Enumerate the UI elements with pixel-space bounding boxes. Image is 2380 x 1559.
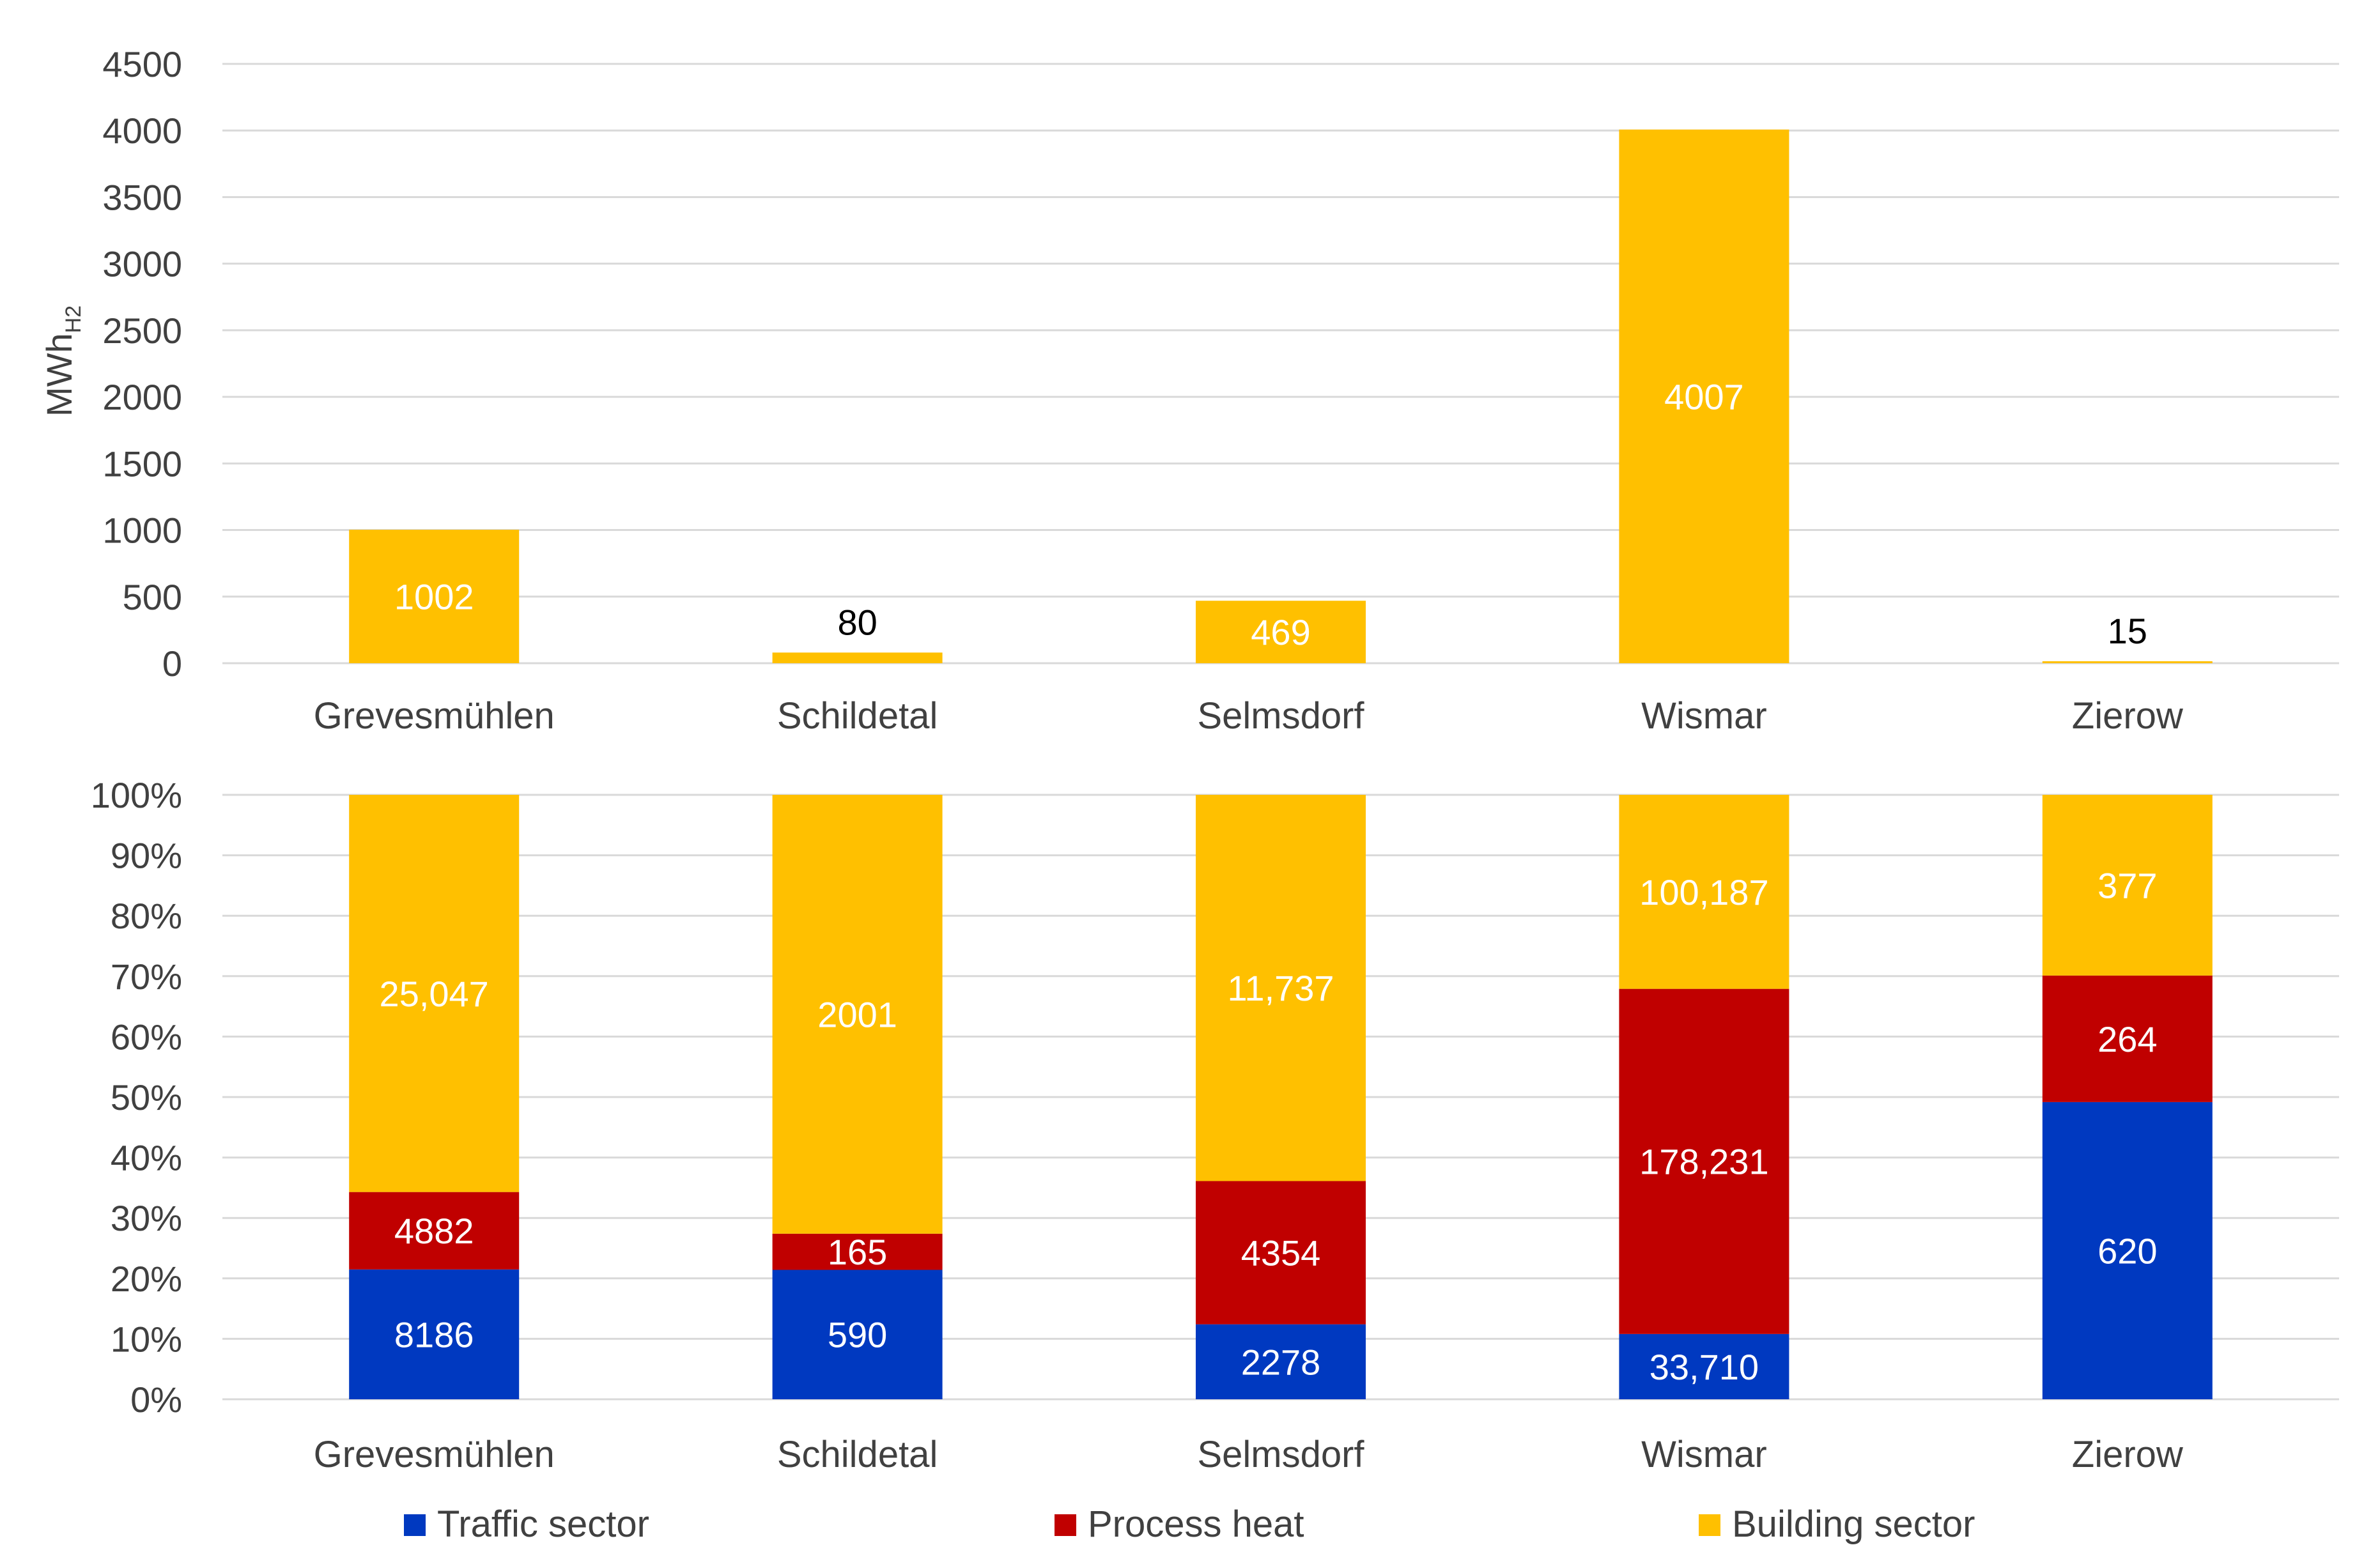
legend-swatch-process bbox=[1055, 1514, 1076, 1536]
bottom-category-label: Selmsdorf bbox=[1197, 1434, 1364, 1475]
top-bar-value-label: 1002 bbox=[394, 577, 474, 617]
bottom-y-tick-label: 80% bbox=[111, 896, 182, 936]
top-y-tick-label: 2500 bbox=[102, 311, 182, 351]
top-y-tick-label: 500 bbox=[123, 577, 182, 617]
top-category-label: Wismar bbox=[1641, 695, 1767, 737]
top-gridlines bbox=[222, 63, 2339, 664]
legend-swatch-building bbox=[1699, 1514, 1720, 1536]
bottom-y-tick-label: 40% bbox=[111, 1138, 182, 1178]
top-category-label: Zierow bbox=[2072, 695, 2184, 737]
top-category-label: Grevesmühlen bbox=[314, 695, 555, 737]
top-y-tick-label: 3500 bbox=[102, 177, 182, 217]
bottom-y-tick-label: 50% bbox=[111, 1077, 182, 1117]
bottom-bar-segment-building bbox=[2042, 795, 2213, 976]
top-y-axis-ticks: 0 500 1000 1500 2000 2500 3000 3500 4000 4500 bbox=[102, 44, 182, 684]
top-y-tick-label: 4500 bbox=[102, 44, 182, 84]
legend-label: Building sector bbox=[1732, 1503, 1975, 1545]
bottom-segment-value-label: 4354 bbox=[1241, 1233, 1321, 1273]
bottom-y-axis-ticks: 0% 10% 20% 30% 40% 50% 60% 70% 80% 90% 100% bbox=[91, 775, 182, 1420]
bottom-bar-segment-traffic bbox=[1619, 1333, 1789, 1399]
top-bar bbox=[1196, 601, 1366, 663]
top-y-tick-label: 4000 bbox=[102, 111, 182, 151]
bottom-y-tick-label: 60% bbox=[111, 1017, 182, 1057]
bottom-category-label: Zierow bbox=[2072, 1434, 2184, 1475]
bottom-stacked-bars: 8186 4882 25,047 590 165 2001 2278 4354 11,737 33… bbox=[349, 795, 2213, 1399]
top-bar-value-label: 80 bbox=[837, 602, 877, 642]
top-bar bbox=[1619, 129, 1789, 663]
bottom-bar-segment-process bbox=[772, 1233, 943, 1270]
legend-swatch-traffic bbox=[404, 1514, 426, 1536]
bottom-y-tick-label: 90% bbox=[111, 836, 182, 876]
bottom-category-label: Wismar bbox=[1641, 1434, 1767, 1475]
bottom-segment-value-label: 264 bbox=[2098, 1019, 2157, 1059]
bottom-segment-value-label: 377 bbox=[2098, 865, 2157, 905]
bottom-bar-segment-building bbox=[349, 795, 520, 1192]
bottom-segment-value-label: 25,047 bbox=[380, 974, 489, 1014]
bottom-y-tick-label: 30% bbox=[111, 1198, 182, 1238]
bottom-bar-segment-traffic bbox=[1196, 1324, 1366, 1399]
top-category-label: Selmsdorf bbox=[1197, 695, 1364, 737]
bottom-bar-segment-process bbox=[2042, 975, 2213, 1102]
bottom-segment-value-label: 165 bbox=[828, 1232, 887, 1272]
bottom-category-label: Grevesmühlen bbox=[314, 1434, 555, 1475]
bottom-segment-value-label: 8186 bbox=[394, 1314, 474, 1355]
top-y-axis-label: MWhH2 bbox=[39, 305, 86, 417]
bottom-segment-value-label: 11,737 bbox=[1227, 968, 1334, 1008]
top-category-labels: Grevesmühlen Schildetal Selmsdorf Wismar Zie… bbox=[314, 695, 2184, 737]
top-y-tick-label: 2000 bbox=[102, 377, 182, 417]
top-bar bbox=[772, 652, 943, 663]
top-category-label: Schildetal bbox=[777, 695, 938, 737]
bottom-bar-segment-building bbox=[1196, 795, 1366, 1181]
legend-label: Traffic sector bbox=[437, 1503, 649, 1545]
top-y-tick-label: 3000 bbox=[102, 244, 182, 284]
bottom-segment-value-label: 4882 bbox=[394, 1211, 474, 1251]
bottom-y-tick-label: 70% bbox=[111, 956, 182, 997]
bottom-bar-segment-traffic bbox=[772, 1270, 943, 1399]
bottom-segment-value-label: 178,231 bbox=[1639, 1142, 1768, 1182]
top-bars: 1002 80 469 4007 15 bbox=[349, 129, 2213, 663]
top-bar-value-label: 4007 bbox=[1664, 376, 1744, 417]
bottom-y-tick-label: 20% bbox=[111, 1259, 182, 1299]
bottom-category-labels: Grevesmühlen Schildetal Selmsdorf Wismar Zie… bbox=[314, 1434, 2184, 1475]
bottom-bar-segment-traffic bbox=[349, 1269, 520, 1399]
top-y-tick-label: 1500 bbox=[102, 443, 182, 484]
legend-label: Process heat bbox=[1088, 1503, 1304, 1545]
bottom-y-tick-label: 0% bbox=[130, 1379, 182, 1420]
top-bar-value-label: 15 bbox=[2108, 611, 2147, 651]
bottom-y-tick-label: 10% bbox=[111, 1319, 182, 1359]
bottom-segment-value-label: 100,187 bbox=[1639, 872, 1768, 912]
top-y-tick-label: 1000 bbox=[102, 511, 182, 551]
bottom-bar-segment-traffic bbox=[2042, 1102, 2213, 1399]
top-bar bbox=[2042, 661, 2213, 663]
bottom-category-label: Schildetal bbox=[777, 1434, 938, 1475]
bottom-y-tick-label: 100% bbox=[91, 775, 182, 815]
bottom-bar-segment-building bbox=[1619, 795, 1789, 989]
bottom-segment-value-label: 590 bbox=[828, 1315, 887, 1355]
bottom-segment-value-label: 2278 bbox=[1241, 1342, 1321, 1382]
legend: Traffic sector Process heat Building secto… bbox=[404, 1503, 1975, 1545]
bottom-bar-segment-process bbox=[1196, 1181, 1366, 1325]
bottom-segment-value-label: 33,710 bbox=[1650, 1347, 1759, 1387]
bottom-bar-segment-process bbox=[1619, 988, 1789, 1334]
bottom-segment-value-label: 2001 bbox=[817, 994, 897, 1034]
bottom-bar-segment-building bbox=[772, 795, 943, 1234]
bottom-segment-value-label: 620 bbox=[2098, 1231, 2157, 1271]
bottom-bar-segment-process bbox=[349, 1192, 520, 1270]
top-y-tick-label: 0 bbox=[162, 643, 182, 684]
top-bar bbox=[349, 530, 520, 663]
top-bar-value-label: 469 bbox=[1251, 612, 1310, 652]
